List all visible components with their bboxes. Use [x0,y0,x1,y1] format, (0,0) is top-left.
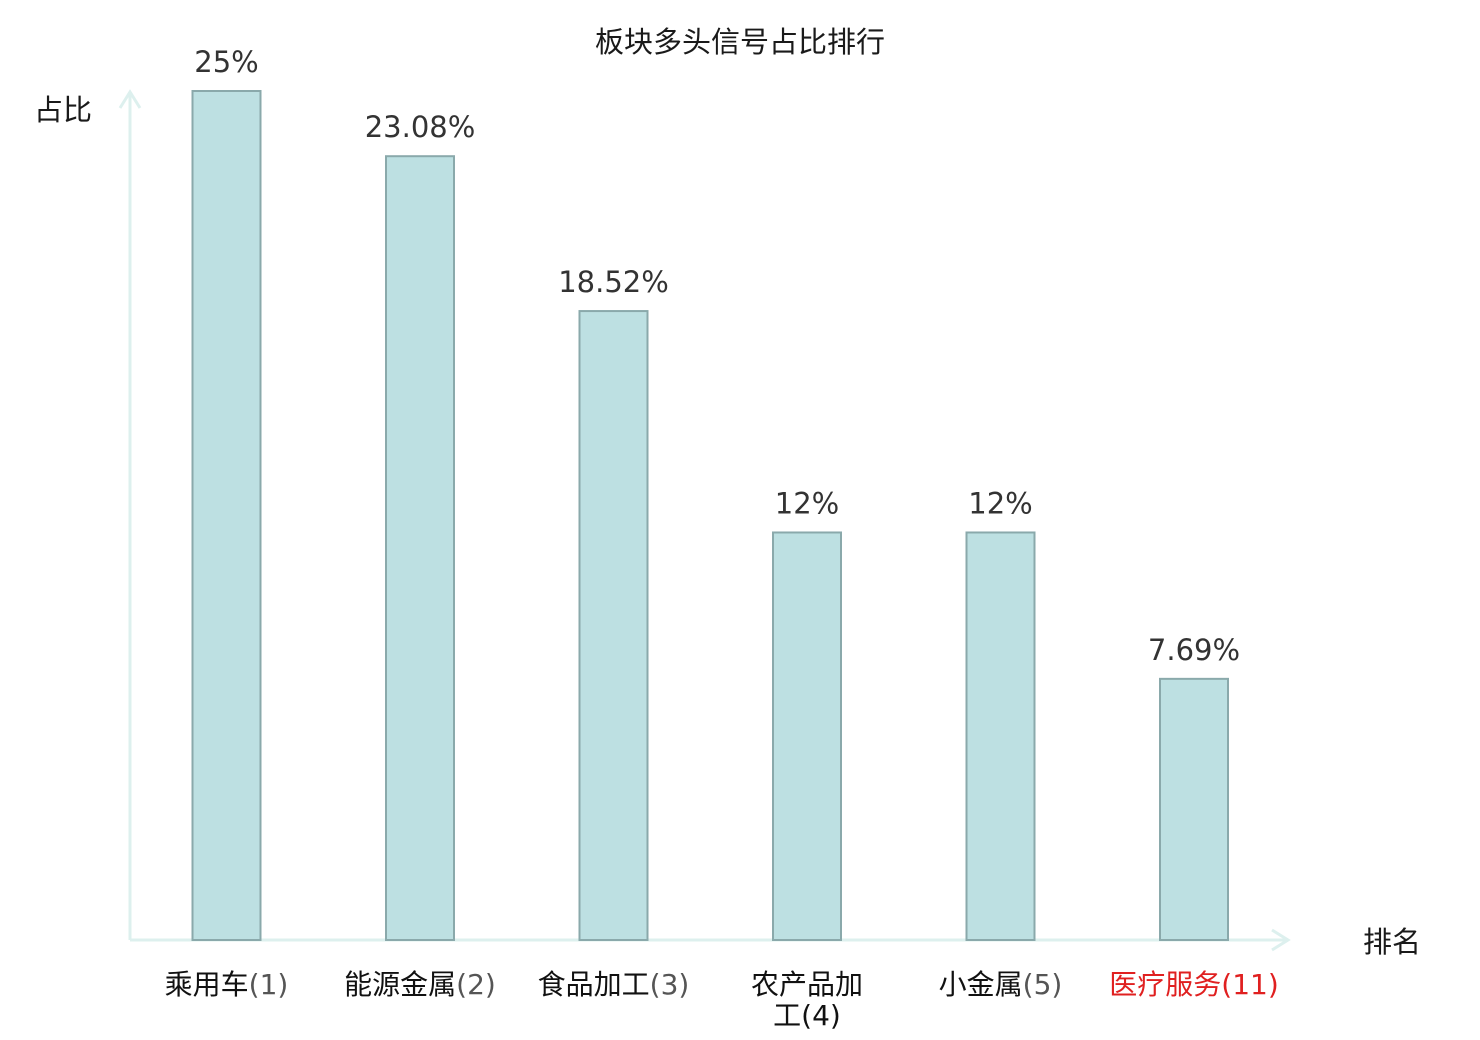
bar-2 [385,155,455,942]
chart-title: 板块多头信号占比排行 [595,25,885,59]
category-rank-1: (1) [249,968,289,1001]
bar-5 [965,531,1036,941]
value-label-1: 25% [194,45,258,79]
y-axis-arrow [118,89,142,109]
y-axis [118,89,142,940]
category-name-5: 小金属 [939,968,1023,1001]
bar-3 [578,310,649,941]
category-label-2: 能源金属(2) [344,968,496,1001]
value-label-2: 23.08% [365,110,476,144]
category-label-1: 乘用车(1) [165,968,289,1001]
bar-4 [772,531,842,941]
category-rank-6: (11) [1221,968,1278,1001]
bars-group [191,90,1229,942]
category-name-2: 能源金属 [344,968,456,1001]
category-name-1: 乘用车 [165,968,249,1001]
bar-6 [1159,677,1229,941]
category-rank-5: (5) [1023,968,1063,1001]
value-label-3: 18.52% [558,265,669,299]
value-label-4: 12% [775,486,839,520]
x-axis [130,928,1291,952]
value-label-5: 12% [968,486,1032,520]
category-label-5: 小金属(5) [939,968,1063,1001]
category-rank-3: (3) [650,968,690,1001]
y-axis-label: 占比 [34,93,92,127]
value-label-6: 7.69% [1148,633,1240,667]
x-axis-arrow [1271,928,1291,952]
x-axis-label: 排名 [1363,925,1421,959]
category-label-3: 食品加工(3) [538,968,690,1001]
category-name-3: 食品加工 [538,968,650,1001]
category-rank-2: (2) [456,968,496,1001]
category-label-4-line1: 农产品加 [751,968,863,1001]
bar-1 [191,90,262,941]
category-name-6: 医疗服务 [1109,968,1221,1001]
category-label-6: 医疗服务(11) [1109,968,1279,1001]
value-labels-group: 25% 23.08% 18.52% 12% 12% 7.69% [194,45,1240,667]
category-label-4-line2: 工(4) [773,999,841,1032]
